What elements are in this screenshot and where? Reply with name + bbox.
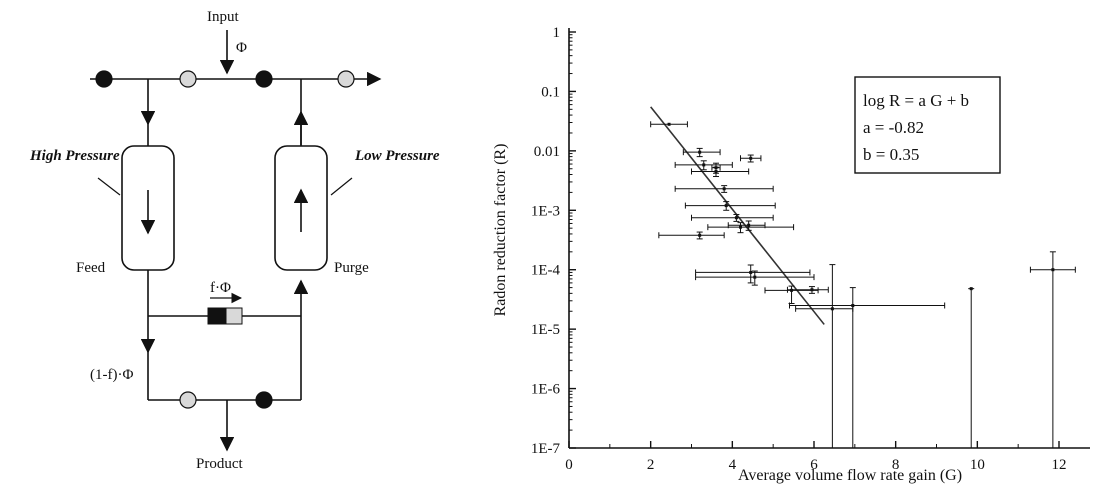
- input-flow-label: Φ: [236, 40, 247, 56]
- data-point: [695, 264, 811, 284]
- y-axis-title: Radon reduction factor (R): [492, 144, 509, 317]
- orifice-light: [225, 307, 243, 325]
- x-ticks: 0 2 4 6 8 10 12: [565, 441, 1067, 473]
- valve-closed-icon: [255, 70, 273, 88]
- data-point: [764, 285, 819, 305]
- x-tick-label: 0: [565, 457, 573, 473]
- y-tick-label: 0.01: [534, 144, 560, 160]
- y-tick-label: 1E-6: [531, 382, 561, 398]
- point-marker: [1051, 268, 1055, 272]
- point-marker: [667, 122, 671, 126]
- x-tick-label: 8: [892, 457, 900, 473]
- point-marker: [747, 223, 751, 227]
- data-point: [789, 287, 946, 448]
- data-point: [674, 185, 774, 193]
- data-point: [691, 213, 774, 222]
- point-marker: [969, 287, 973, 291]
- fit-annotation: log R = a G + b a = -0.82 b = 0.35: [854, 76, 1001, 174]
- annotation-line-b: b = 0.35: [863, 145, 919, 164]
- x-tick-label: 4: [729, 457, 737, 473]
- y-tick-label: 1E-5: [531, 322, 560, 338]
- data-point: [1029, 251, 1076, 448]
- point-marker: [702, 163, 706, 167]
- feed-label: Feed: [76, 260, 106, 276]
- point-marker: [714, 169, 718, 173]
- x-axis-title: Average volume flow rate gain (G): [738, 467, 962, 484]
- point-marker: [790, 288, 794, 292]
- product-label: Product: [196, 456, 243, 472]
- split-flow-label: f·Φ: [210, 280, 231, 296]
- high-pressure-label: High Pressure: [29, 148, 120, 164]
- data-point: [707, 222, 795, 234]
- points-layer: [650, 121, 1076, 448]
- fit-line: [650, 106, 825, 325]
- x-tick-label: 12: [1052, 457, 1067, 473]
- data-point: [650, 121, 688, 128]
- y-tick-label: 1: [553, 25, 561, 41]
- chart: Radon reduction factor (R) Average volum…: [492, 25, 1090, 484]
- point-marker: [739, 225, 742, 229]
- data-point: [658, 231, 725, 240]
- purge-label: Purge: [334, 260, 369, 276]
- annotation-box: [854, 76, 1001, 174]
- input-label: Input: [207, 9, 239, 25]
- valve-open-icon: [179, 391, 197, 409]
- data-point: [695, 270, 815, 286]
- x-tick-label: 10: [970, 457, 985, 473]
- point-marker: [722, 187, 726, 191]
- data-point: [795, 264, 854, 448]
- y-tick-label: 1E-4: [531, 263, 561, 279]
- point-marker: [753, 275, 757, 279]
- point-marker: [698, 233, 702, 237]
- point-marker: [698, 150, 702, 154]
- point-marker: [749, 156, 753, 160]
- data-point: [682, 147, 721, 158]
- valve-closed-icon: [255, 391, 273, 409]
- fit-layer: [650, 106, 825, 325]
- point-marker: [851, 303, 855, 307]
- annotation-line-a: a = -0.82: [863, 118, 924, 137]
- y-tick-label: 1E-3: [531, 203, 560, 219]
- point-marker: [749, 270, 753, 274]
- data-point: [786, 286, 829, 294]
- valve-open-icon: [179, 70, 197, 88]
- point-marker: [734, 216, 738, 220]
- orifice-dark: [207, 307, 227, 325]
- annotation-line-equation: log R = a G + b: [863, 91, 969, 110]
- y-ticks: 1E-7 1E-6 1E-5 1E-4 1E-3 0.01 0.1 1: [531, 25, 576, 457]
- data-point: [684, 201, 776, 211]
- data-point: [740, 154, 762, 163]
- product-flow-label: (1-f)·Φ: [90, 367, 133, 383]
- point-marker: [724, 204, 728, 208]
- process-diagram: Input Φ High Pressure Feed (1-f)·Φ Low P…: [29, 9, 440, 472]
- y-tick-label: 1E-7: [531, 441, 561, 457]
- low-pressure-leader: [330, 177, 353, 196]
- low-pressure-label: Low Pressure: [354, 148, 440, 164]
- y-tick-label: 0.1: [541, 84, 560, 100]
- x-tick-label: 2: [647, 457, 655, 473]
- data-point: [727, 220, 766, 231]
- point-marker: [830, 307, 834, 311]
- valve-open-icon: [337, 70, 355, 88]
- data-point: [674, 160, 733, 171]
- data-point: [691, 166, 750, 178]
- high-pressure-leader: [97, 177, 121, 196]
- point-marker: [810, 288, 814, 292]
- x-tick-label: 6: [810, 457, 818, 473]
- data-point: [968, 287, 975, 448]
- valve-closed-icon: [95, 70, 113, 88]
